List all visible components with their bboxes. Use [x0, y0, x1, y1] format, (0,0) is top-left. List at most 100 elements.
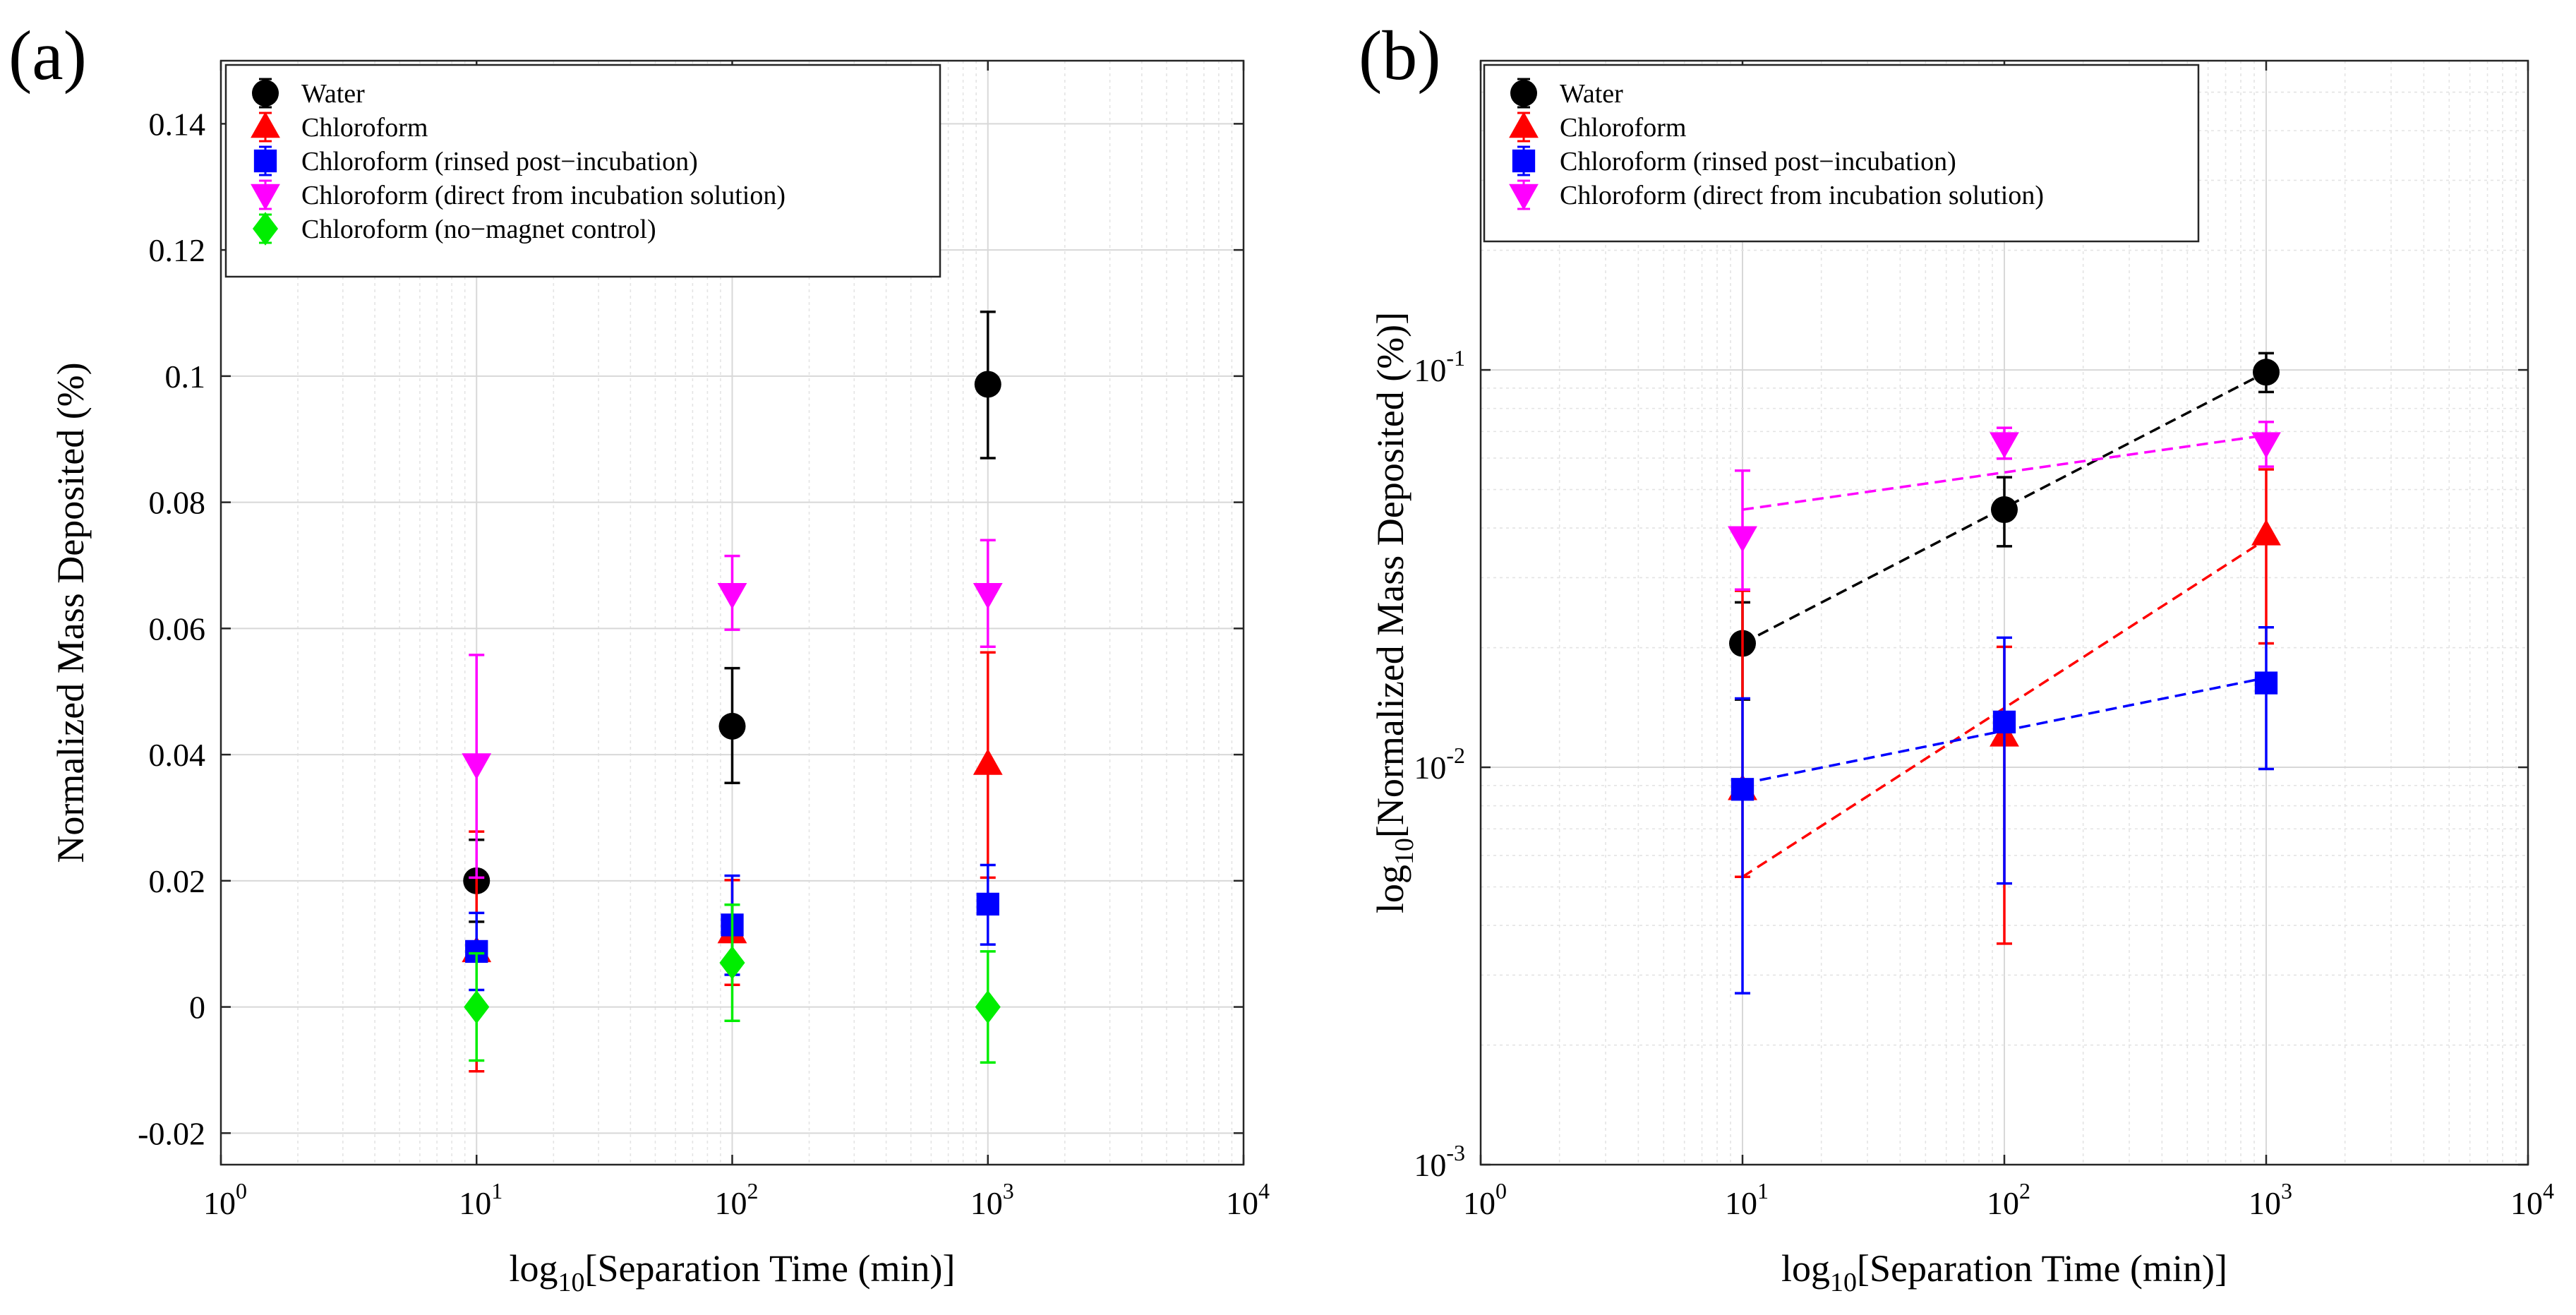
tick-base: 10 [2510, 1185, 2543, 1221]
tick-base: 10 [715, 1185, 747, 1221]
x-tick-label: 100 [1463, 1178, 1507, 1221]
data-point [976, 892, 999, 916]
label-subscript: 10 [1390, 838, 1419, 865]
tick-exponent: -1 [1446, 345, 1465, 371]
label-text: [Normalized Mass Deposited (%)] [1369, 312, 1412, 838]
tick-base: 10 [970, 1185, 1003, 1221]
series-square [1731, 626, 2278, 995]
legend-marker [1509, 184, 1539, 210]
data-point [1728, 526, 1757, 553]
y-axis-label: log10[Normalized Mass Deposited (%)] [1369, 312, 1419, 913]
tick-base: 10 [1414, 750, 1446, 786]
data-point [464, 990, 490, 1024]
y-tick-label: 0 [189, 990, 205, 1026]
chart-panel-a: 100 101 102 103 104-0.0200.020.040.060.080.1… [8, 16, 1270, 1297]
y-tick-label: 0.14 [149, 106, 206, 142]
y-tick-label: 0.04 [149, 737, 206, 773]
legend-label: Chloroform (rinsed post−incubation) [301, 147, 698, 176]
tick-exponent: 2 [747, 1178, 759, 1203]
y-tick-label: -0.02 [138, 1115, 205, 1151]
legend-marker [1509, 112, 1539, 138]
x-tick-label: 102 [715, 1178, 759, 1221]
y-tick-label: 0.12 [149, 232, 206, 268]
x-tick-label: 103 [970, 1178, 1014, 1221]
data-point [2251, 432, 2281, 459]
legend-label: Chloroform (no−magnet control) [301, 215, 656, 244]
series-triangle-down [1728, 420, 2281, 592]
legend-marker [252, 80, 279, 107]
x-tick-label: 104 [2510, 1178, 2554, 1221]
data-point [718, 712, 746, 740]
tick-base: 10 [1725, 1185, 1757, 1221]
data-point [1992, 710, 2016, 734]
legend-marker [252, 212, 279, 246]
legend-label: Chloroform (direct from incubation solut… [1560, 181, 2044, 210]
chart-panel-b: 100 101 102 103 10410-310-210-1log10[Separat… [1359, 16, 2554, 1297]
data-point [1991, 496, 2018, 524]
data-point [2254, 671, 2278, 695]
tick-exponent: 1 [491, 1178, 502, 1203]
legend-marker [1512, 149, 1536, 173]
series-triangle-down [462, 539, 1003, 879]
tick-exponent: 3 [1003, 1178, 1014, 1203]
legend-box [1483, 64, 2200, 243]
fit-line [1742, 538, 2267, 878]
legend: Water Chloroform Chloroform (rinsed post−i… [224, 64, 941, 278]
x-tick-label: 100 [203, 1178, 247, 1221]
x-tick-label: 104 [1226, 1178, 1270, 1221]
label-prefix: log [510, 1247, 558, 1290]
y-tick-label: 0.06 [149, 611, 206, 647]
data-point [1990, 432, 2019, 459]
x-tick-label: 101 [459, 1178, 502, 1221]
legend-label: Water [301, 79, 365, 109]
tick-exponent: 3 [2281, 1178, 2292, 1203]
y-tick-label: 10-3 [1414, 1140, 1465, 1183]
fit-line [1742, 371, 2267, 645]
panel-label: (a) [8, 16, 87, 95]
x-tick-label: 101 [1725, 1178, 1769, 1221]
data-point [975, 990, 1001, 1024]
tick-base: 10 [1226, 1185, 1258, 1221]
data-point [974, 371, 1001, 398]
tick-base: 10 [203, 1185, 236, 1221]
tick-exponent: 4 [2543, 1178, 2554, 1203]
tick-base: 10 [459, 1185, 491, 1221]
label-text: [Separation Time (min)] [585, 1247, 956, 1290]
legend-label: Chloroform [1560, 113, 1686, 143]
panel-label: (b) [1359, 16, 1441, 95]
label-subscript: 10 [1830, 1268, 1857, 1297]
tick-base: 10 [2249, 1185, 2281, 1221]
tick-exponent: 1 [1757, 1178, 1769, 1203]
legend-marker [251, 112, 280, 138]
legend: Water Chloroform Chloroform (rinsed post−i… [1483, 64, 2200, 243]
data-point [717, 582, 747, 610]
legend-label: Chloroform [301, 113, 428, 143]
tick-exponent: 4 [1258, 1178, 1270, 1203]
data-point [973, 748, 1003, 775]
tick-exponent: -3 [1446, 1140, 1465, 1165]
data-point [462, 753, 492, 780]
tick-base: 10 [1414, 1147, 1446, 1183]
data-point [1731, 778, 1755, 801]
data-point [719, 946, 745, 980]
tick-base: 10 [1987, 1185, 2019, 1221]
x-axis-label: log10[Separation Time (min)] [510, 1247, 956, 1297]
legend-box [224, 64, 941, 278]
legend-marker [1510, 80, 1537, 107]
y-tick-label: 0.02 [149, 863, 206, 899]
legend-label: Water [1560, 79, 1623, 109]
tick-exponent: -2 [1446, 743, 1465, 768]
legend-marker [253, 149, 277, 173]
tick-base: 10 [1463, 1185, 1495, 1221]
legend-marker [251, 184, 280, 210]
data-point [973, 582, 1003, 610]
x-tick-label: 103 [2249, 1178, 2292, 1221]
y-tick-label: 10-2 [1414, 743, 1465, 786]
tick-base: 10 [1414, 352, 1446, 388]
tick-exponent: 0 [236, 1178, 247, 1203]
y-tick-label: 0.1 [165, 359, 206, 395]
tick-exponent: 0 [1495, 1178, 1507, 1203]
data-point [2253, 359, 2280, 386]
legend-label: Chloroform (direct from incubation solut… [301, 181, 786, 210]
